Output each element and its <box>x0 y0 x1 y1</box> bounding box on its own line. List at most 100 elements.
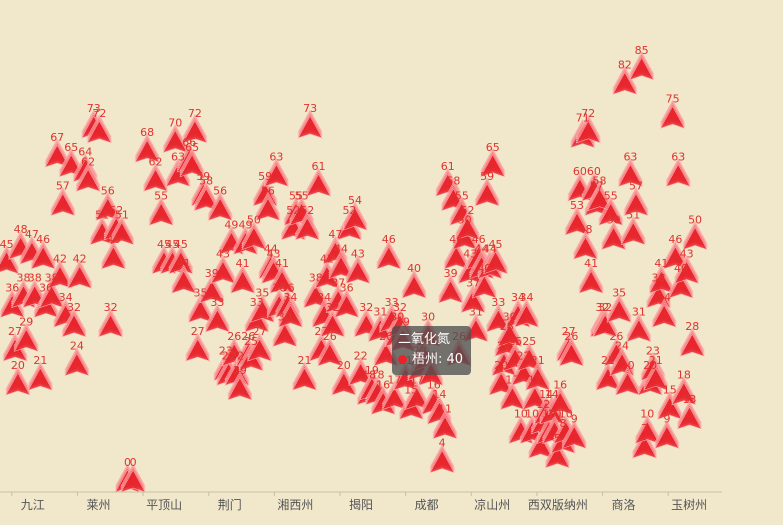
data-point[interactable] <box>142 162 169 192</box>
data-point[interactable] <box>13 322 39 352</box>
data-point[interactable] <box>578 264 604 294</box>
data-point[interactable] <box>263 157 290 187</box>
data-point[interactable] <box>654 419 680 449</box>
data-point[interactable] <box>564 206 590 236</box>
data-point[interactable] <box>255 191 281 221</box>
data-point[interactable] <box>373 337 399 367</box>
data-point[interactable] <box>674 254 700 284</box>
data-point[interactable] <box>120 463 146 493</box>
data-point[interactable] <box>162 123 188 154</box>
data-point[interactable] <box>558 337 585 367</box>
data-point[interactable] <box>437 274 464 304</box>
data-point[interactable] <box>97 308 124 338</box>
data-point[interactable] <box>513 298 540 328</box>
data-point[interactable] <box>342 201 368 231</box>
data-point[interactable] <box>631 429 658 459</box>
data-point[interactable] <box>595 361 621 391</box>
data-point[interactable] <box>187 293 214 323</box>
data-point[interactable] <box>606 293 632 323</box>
data-point[interactable] <box>626 313 652 343</box>
data-point[interactable] <box>586 182 613 212</box>
data-point[interactable] <box>86 114 112 144</box>
data-point[interactable] <box>5 366 31 396</box>
data-point[interactable] <box>474 177 500 207</box>
data-point[interactable] <box>64 346 90 377</box>
data-point[interactable] <box>659 99 686 129</box>
data-point[interactable] <box>623 186 649 217</box>
data-point[interactable] <box>665 157 691 187</box>
data-point[interactable] <box>227 371 253 401</box>
data-point[interactable] <box>305 167 332 197</box>
data-point[interactable] <box>376 240 402 270</box>
data-point[interactable] <box>317 337 343 367</box>
data-point[interactable] <box>319 308 346 338</box>
data-point[interactable] <box>612 65 638 95</box>
data-point[interactable] <box>345 254 371 284</box>
data-point[interactable] <box>353 308 379 338</box>
data-point[interactable] <box>600 220 627 251</box>
data-point[interactable] <box>522 380 548 411</box>
data-point[interactable] <box>61 308 87 338</box>
data-point[interactable] <box>179 148 205 178</box>
data-point[interactable] <box>44 138 70 168</box>
data-point[interactable] <box>471 269 497 299</box>
data-point[interactable] <box>67 259 93 289</box>
data-point[interactable] <box>620 216 646 246</box>
data-point[interactable] <box>629 51 655 81</box>
data-point[interactable] <box>572 230 599 260</box>
data-point[interactable] <box>95 191 121 221</box>
data-point[interactable] <box>429 443 455 474</box>
data-point[interactable] <box>634 414 660 445</box>
data-point[interactable] <box>269 264 295 294</box>
data-point[interactable] <box>168 245 194 275</box>
data-point[interactable] <box>525 361 551 391</box>
data-point[interactable] <box>272 317 298 348</box>
data-point[interactable] <box>617 157 644 187</box>
data-point[interactable] <box>58 148 84 178</box>
data-point[interactable] <box>657 390 683 420</box>
data-point[interactable] <box>241 220 267 251</box>
data-point[interactable] <box>401 269 427 299</box>
data-point[interactable] <box>100 240 127 270</box>
data-point[interactable] <box>381 380 408 411</box>
data-point[interactable] <box>499 380 526 411</box>
data-point[interactable] <box>182 114 208 144</box>
data-point[interactable] <box>454 211 481 241</box>
data-point[interactable] <box>199 274 225 304</box>
data-point[interactable] <box>185 332 211 362</box>
data-point[interactable] <box>679 327 705 357</box>
data-point[interactable] <box>404 380 430 411</box>
data-point[interactable] <box>432 410 458 440</box>
data-point[interactable] <box>27 361 53 391</box>
data-point[interactable] <box>668 269 694 299</box>
data-point[interactable] <box>643 361 669 391</box>
data-point[interactable] <box>75 162 101 192</box>
data-point[interactable] <box>496 317 523 348</box>
data-point[interactable] <box>38 279 65 309</box>
data-point[interactable] <box>246 332 273 362</box>
data-point[interactable] <box>210 254 236 284</box>
data-point[interactable] <box>561 419 587 449</box>
data-point[interactable] <box>575 114 601 144</box>
data-point[interactable] <box>516 342 542 372</box>
data-point[interactable] <box>334 288 360 318</box>
data-point[interactable] <box>109 216 135 246</box>
data-point[interactable] <box>651 298 677 328</box>
data-point[interactable] <box>328 249 354 280</box>
data-point[interactable] <box>148 196 174 226</box>
data-point[interactable] <box>598 196 624 226</box>
data-point[interactable] <box>592 308 618 338</box>
data-point[interactable] <box>547 385 573 415</box>
data-point[interactable] <box>676 400 703 430</box>
data-point[interactable] <box>47 259 73 289</box>
data-point[interactable] <box>303 279 329 309</box>
data-point[interactable] <box>443 240 469 270</box>
data-point[interactable] <box>482 245 509 275</box>
data-point[interactable] <box>204 303 230 333</box>
data-point[interactable] <box>648 264 674 294</box>
data-point[interactable] <box>511 356 537 386</box>
data-point[interactable] <box>615 366 641 396</box>
data-point[interactable] <box>230 264 256 294</box>
data-point[interactable] <box>480 148 506 178</box>
data-point[interactable] <box>671 376 697 406</box>
